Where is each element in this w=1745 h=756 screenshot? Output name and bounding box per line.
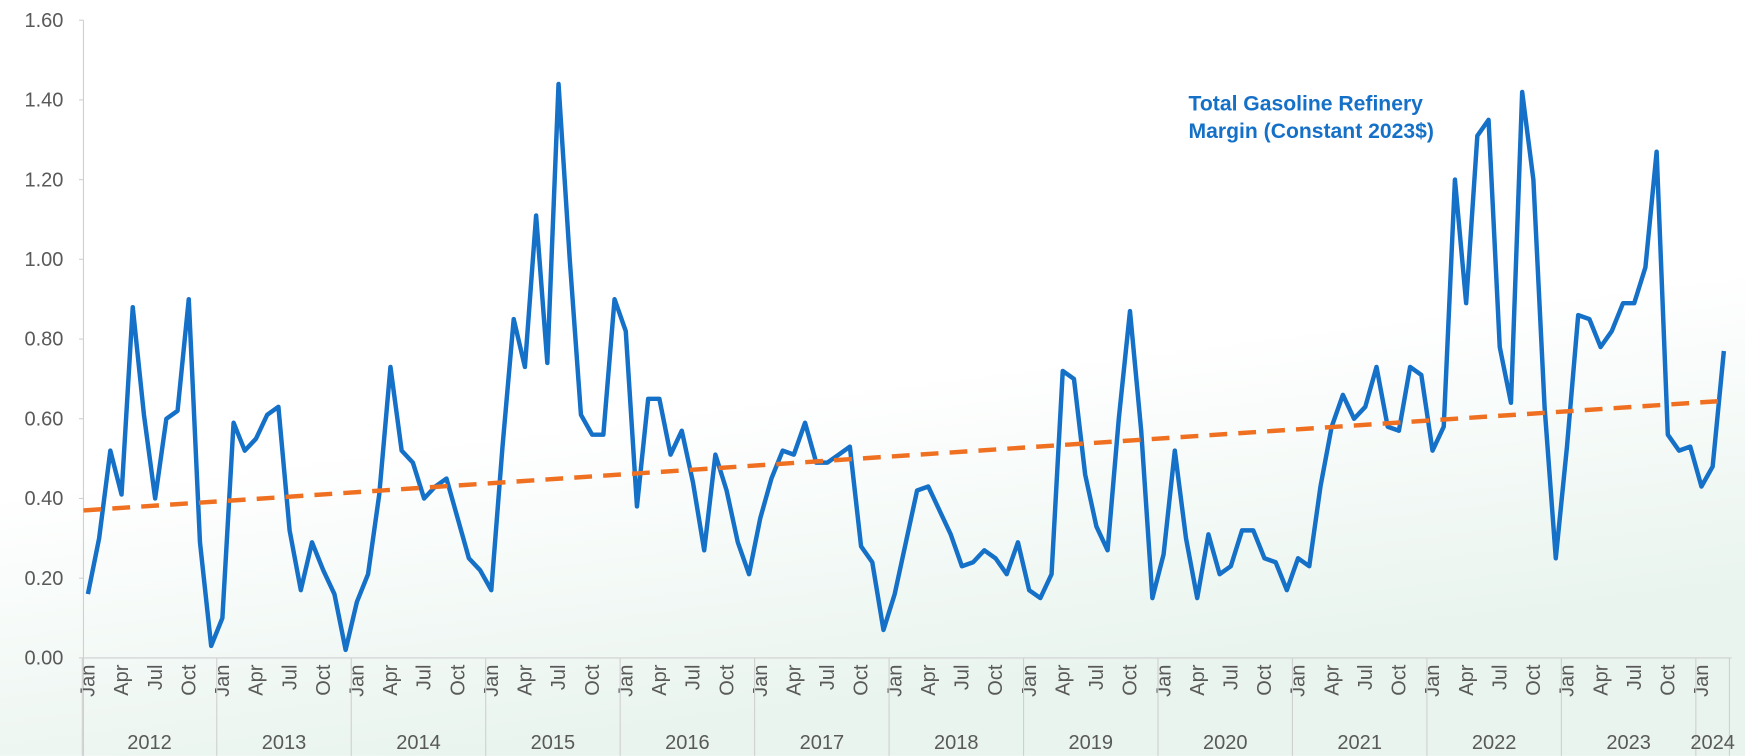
x-tick-label: Oct	[716, 664, 738, 696]
x-tick-label: Jan	[615, 665, 637, 697]
y-tick-label: 1.20	[24, 169, 63, 191]
y-tick-label: 1.60	[24, 10, 63, 32]
x-tick-label: Oct	[1389, 664, 1411, 696]
year-label: 2020	[1203, 732, 1248, 754]
year-label: 2022	[1472, 732, 1517, 754]
x-tick-label: Oct	[1120, 664, 1142, 696]
year-label: 2016	[665, 732, 710, 754]
x-tick-label: Apr	[918, 664, 940, 695]
y-tick-label: 0.60	[24, 408, 63, 430]
annotation: Margin (Constant 2023$)	[1189, 120, 1434, 143]
x-tick-label: Jul	[1086, 665, 1108, 691]
year-label: 2014	[396, 732, 441, 754]
x-tick-label: Apr	[380, 664, 402, 695]
line-series	[85, 81, 1727, 653]
x-tick-label: Apr	[1187, 664, 1209, 695]
year-label: 2023	[1606, 732, 1651, 754]
y-tick-label: 0.20	[24, 568, 63, 590]
year-label: 2015	[531, 732, 576, 754]
x-tick-label: Oct	[851, 664, 873, 696]
x-tick-label: Jul	[1489, 665, 1511, 691]
x-tick-label: Jul	[1624, 665, 1646, 691]
x-tick-label: Apr	[1456, 664, 1478, 695]
x-tick-label: Jan	[1019, 665, 1041, 697]
x-tick-label: Apr	[784, 664, 806, 695]
y-tick-label: 0.80	[24, 329, 63, 351]
trend-line	[83, 398, 1725, 513]
x-tick-label: Jan	[884, 665, 906, 697]
x-tick-label: Jan	[1422, 665, 1444, 697]
x-tick-label: Jan	[750, 665, 772, 697]
x-tick-label: Apr	[111, 664, 133, 695]
year-label: 2021	[1337, 732, 1382, 754]
x-tick-label: Jan	[481, 665, 503, 697]
year-label: 2017	[800, 732, 845, 754]
x-tick-label: Oct	[1658, 664, 1680, 696]
x-tick-label: Oct	[1254, 664, 1276, 696]
x-tick-label: Jul	[548, 665, 570, 691]
x-tick-label: Jan	[1153, 665, 1175, 697]
y-tick-label: 1.40	[24, 90, 63, 112]
x-tick-label: Jul	[817, 665, 839, 691]
year-label: 2019	[1069, 732, 1114, 754]
x-tick-label: Jul	[279, 665, 301, 691]
x-tick-label: Oct	[582, 664, 604, 696]
x-tick-label: Jul	[1355, 665, 1377, 691]
x-tick-label: Oct	[447, 664, 469, 696]
x-tick-label: Jan	[212, 665, 234, 697]
x-tick-label: Jul	[145, 665, 167, 691]
x-tick-label: Jan	[1288, 665, 1310, 697]
x-tick-label: Apr	[1321, 664, 1343, 695]
x-tick-label: Apr	[649, 664, 671, 695]
x-tick-label: Jul	[952, 665, 974, 691]
x-tick-label: Apr	[1052, 664, 1074, 695]
x-tick-label: Oct	[313, 664, 335, 696]
x-tick-label: Apr	[246, 664, 268, 695]
x-tick-label: Jul	[1221, 665, 1243, 691]
x-tick-label: Apr	[1590, 664, 1612, 695]
year-label: 2013	[262, 732, 307, 754]
x-tick-label: Jul	[414, 665, 436, 691]
annotation: Total Gasoline Refinery	[1189, 92, 1424, 115]
x-tick-label: Jul	[683, 665, 705, 691]
x-tick-label: Apr	[515, 664, 537, 695]
y-tick-label: 1.00	[24, 249, 63, 271]
x-tick-label: Jan	[347, 665, 369, 697]
year-label: 2012	[127, 732, 172, 754]
y-tick-label: 0.40	[24, 488, 63, 510]
x-tick-label: Oct	[178, 664, 200, 696]
x-tick-label: Jan	[1557, 665, 1579, 697]
y-tick-label: 0.00	[24, 648, 63, 670]
x-tick-label: Oct	[1523, 664, 1545, 696]
x-tick-label: Jan	[78, 665, 100, 697]
year-label: 2024	[1690, 732, 1735, 754]
x-tick-label: Oct	[985, 664, 1007, 696]
year-label: 2018	[934, 732, 979, 754]
x-tick-label: Jan	[1691, 665, 1713, 697]
